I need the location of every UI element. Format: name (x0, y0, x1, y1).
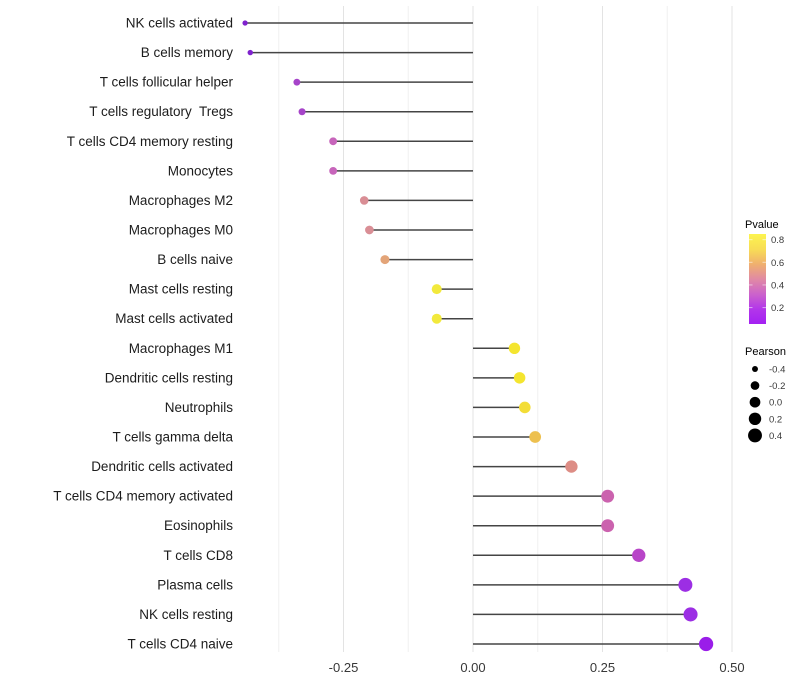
lollipop-dot (519, 401, 531, 414)
legend-size-dot (748, 428, 762, 443)
legend-pvalue-title: Pvalue (745, 219, 779, 231)
lollipops (242, 20, 714, 652)
legend-pearson-label: -0.4 (769, 365, 785, 376)
lollipop-dot (529, 431, 542, 443)
lollipop-dot (329, 137, 338, 146)
gridlines-major (343, 6, 733, 652)
lollipop-dot (683, 607, 698, 622)
category-label: NK cells activated (126, 16, 233, 31)
legend-pearson-label: 0.4 (769, 431, 782, 442)
lollipop-dot (601, 489, 615, 503)
x-tick-label: -0.25 (329, 660, 359, 675)
legend-pvalue-tick-label: 0.2 (771, 303, 784, 314)
category-label: T cells CD4 memory activated (53, 489, 233, 504)
lollipop-dot (359, 196, 369, 205)
lollipop-dot (601, 519, 615, 533)
lollipop-dot (513, 372, 526, 384)
legend-pearson-title: Pearson (745, 346, 786, 358)
category-label: Macrophages M1 (129, 341, 233, 356)
legend-pearson-label: 0.2 (769, 414, 782, 425)
category-label: Mast cells resting (129, 282, 233, 297)
lollipop-dot (247, 49, 253, 56)
x-axis-labels: -0.25 0.00 0.25 0.50 (329, 660, 745, 675)
lollipop-dot (508, 342, 521, 354)
legend-size-dot (748, 412, 762, 426)
category-label: Dendritic cells activated (91, 459, 233, 474)
lollipop-dot (565, 460, 578, 473)
lollipop-dot (698, 636, 714, 652)
lollipop-dot (431, 284, 442, 295)
legend-gradient-bar (749, 234, 766, 324)
legend-pvalue-tick-label: 0.8 (771, 235, 784, 246)
category-label: Mast cells activated (115, 311, 233, 326)
category-label: T cells CD4 memory resting (67, 134, 233, 149)
category-label: T cells CD8 (163, 548, 233, 563)
category-label: Neutrophils (165, 400, 234, 415)
x-tick-label: 0.25 (590, 660, 615, 675)
legend-size-dot (752, 366, 758, 372)
lollipop-dot (242, 20, 248, 26)
gridlines-minor (278, 6, 668, 652)
legend-pvalue-tick-label: 0.6 (771, 258, 784, 269)
legend-pearson-label: -0.2 (769, 381, 785, 392)
category-label: T cells regulatory Tregs (89, 104, 233, 119)
lollipop-dot (632, 548, 646, 562)
legend-pearson: Pearson -0.4 -0.2 0.0 0.2 0.4 (745, 346, 786, 443)
lollipop-dot (298, 108, 306, 116)
lollipop-dot (431, 313, 442, 324)
category-label: Macrophages M2 (129, 193, 233, 208)
category-label: Plasma cells (157, 577, 233, 592)
category-label: NK cells resting (139, 607, 233, 622)
lollipop-dot (293, 78, 301, 86)
legend-pvalue: Pvalue 0.8 0.6 0.4 0.2 (745, 219, 784, 324)
lollipop-dot (329, 166, 338, 175)
category-label: Monocytes (168, 163, 234, 178)
x-tick-label: 0.50 (719, 660, 744, 675)
category-label: B cells memory (141, 45, 234, 60)
lollipop-dot (380, 255, 390, 265)
legend-pvalue-tick-label: 0.4 (771, 280, 784, 291)
y-axis-labels: NK cells activated B cells memory T cells … (53, 16, 233, 652)
category-label: T cells gamma delta (112, 429, 233, 444)
legend-pearson-label: 0.0 (769, 398, 782, 409)
category-label: T cells CD4 naive (127, 636, 233, 651)
category-label: Macrophages M0 (129, 222, 233, 237)
category-label: B cells naive (157, 252, 233, 267)
category-label: T cells follicular helper (100, 75, 234, 90)
category-label: Eosinophils (164, 518, 233, 533)
legend-size-dot (750, 381, 760, 390)
lollipop-dot (365, 225, 374, 235)
x-tick-label: 0.00 (460, 660, 485, 675)
legend-size-dot (749, 396, 761, 408)
lollipop-dot (678, 577, 693, 592)
category-label: Dendritic cells resting (105, 370, 233, 385)
